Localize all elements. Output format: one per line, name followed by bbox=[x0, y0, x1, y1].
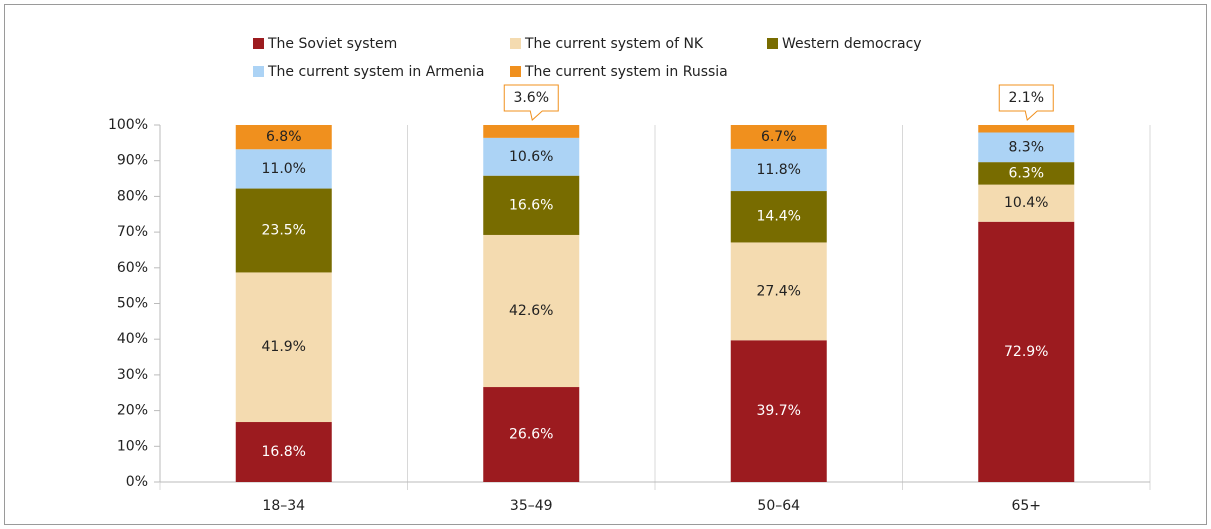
value-label: 6.7% bbox=[761, 129, 797, 145]
bar-segment bbox=[483, 125, 580, 138]
x-tick-label: 18–34 bbox=[262, 498, 305, 514]
y-tick-label: 90% bbox=[117, 153, 148, 169]
value-label: 10.4% bbox=[1004, 195, 1048, 211]
value-label: 6.8% bbox=[266, 129, 302, 145]
bar-segment bbox=[235, 272, 332, 423]
bar-segment bbox=[978, 184, 1075, 222]
legend-swatch bbox=[510, 38, 521, 49]
value-label: 6.3% bbox=[1008, 165, 1044, 181]
y-tick-label: 100% bbox=[108, 117, 148, 133]
value-label: 41.9% bbox=[262, 339, 306, 355]
y-tick-label: 60% bbox=[117, 260, 148, 276]
x-tick-label: 35–49 bbox=[510, 498, 553, 514]
legend-swatch bbox=[767, 38, 778, 49]
value-label: 27.4% bbox=[757, 283, 801, 299]
value-label: 26.6% bbox=[509, 427, 553, 443]
y-tick-label: 30% bbox=[117, 367, 148, 383]
y-tick-label: 70% bbox=[117, 224, 148, 240]
value-label: 16.8% bbox=[262, 444, 306, 460]
callout bbox=[503, 84, 559, 121]
y-tick-label: 80% bbox=[117, 188, 148, 204]
bar-segment bbox=[235, 149, 332, 189]
bar-segment bbox=[235, 188, 332, 273]
value-label: 11.8% bbox=[757, 162, 801, 178]
bar-segment bbox=[483, 175, 580, 235]
value-label: 39.7% bbox=[757, 403, 801, 419]
y-tick-label: 40% bbox=[117, 331, 148, 347]
value-label: 2.1% bbox=[1008, 90, 1044, 106]
legend-label: The current system in Russia bbox=[524, 64, 728, 80]
bar-segment bbox=[235, 422, 332, 482]
legend-label: The current system of NK bbox=[524, 36, 704, 52]
x-tick-label: 65+ bbox=[1011, 498, 1041, 514]
bar-segment bbox=[978, 162, 1075, 185]
bar-segment bbox=[730, 148, 827, 192]
callout bbox=[998, 84, 1054, 121]
bar-segment bbox=[730, 242, 827, 341]
value-label: 23.5% bbox=[262, 222, 306, 238]
bar-segment bbox=[730, 191, 827, 243]
value-label: 16.6% bbox=[509, 197, 553, 213]
bar-segment bbox=[483, 234, 580, 388]
value-label: 8.3% bbox=[1008, 139, 1044, 155]
bar-segment bbox=[483, 387, 580, 482]
bar-segment bbox=[978, 125, 1075, 133]
value-label: 14.4% bbox=[757, 209, 801, 225]
bar-segment bbox=[978, 221, 1075, 482]
y-tick-label: 0% bbox=[126, 474, 148, 490]
bar-segment bbox=[483, 137, 580, 176]
x-tick-label: 50–64 bbox=[757, 498, 800, 514]
bar-segment bbox=[730, 340, 827, 482]
value-label: 3.6% bbox=[513, 90, 549, 106]
legend-swatch bbox=[253, 66, 264, 77]
y-tick-label: 20% bbox=[117, 403, 148, 419]
value-label: 10.6% bbox=[509, 149, 553, 165]
legend-swatch bbox=[253, 38, 264, 49]
legend-label: Western democracy bbox=[782, 36, 922, 52]
legend-label: The current system in Armenia bbox=[267, 64, 484, 80]
legend-swatch bbox=[510, 66, 521, 77]
y-tick-label: 10% bbox=[117, 438, 148, 454]
value-label: 42.6% bbox=[509, 303, 553, 319]
value-label: 11.0% bbox=[262, 161, 306, 177]
legend-label: The Soviet system bbox=[267, 36, 397, 52]
bar-segment bbox=[235, 125, 332, 150]
bar-segment bbox=[730, 125, 827, 149]
y-tick-label: 50% bbox=[117, 296, 148, 312]
value-label: 72.9% bbox=[1004, 344, 1048, 360]
bar-segment bbox=[978, 132, 1075, 163]
